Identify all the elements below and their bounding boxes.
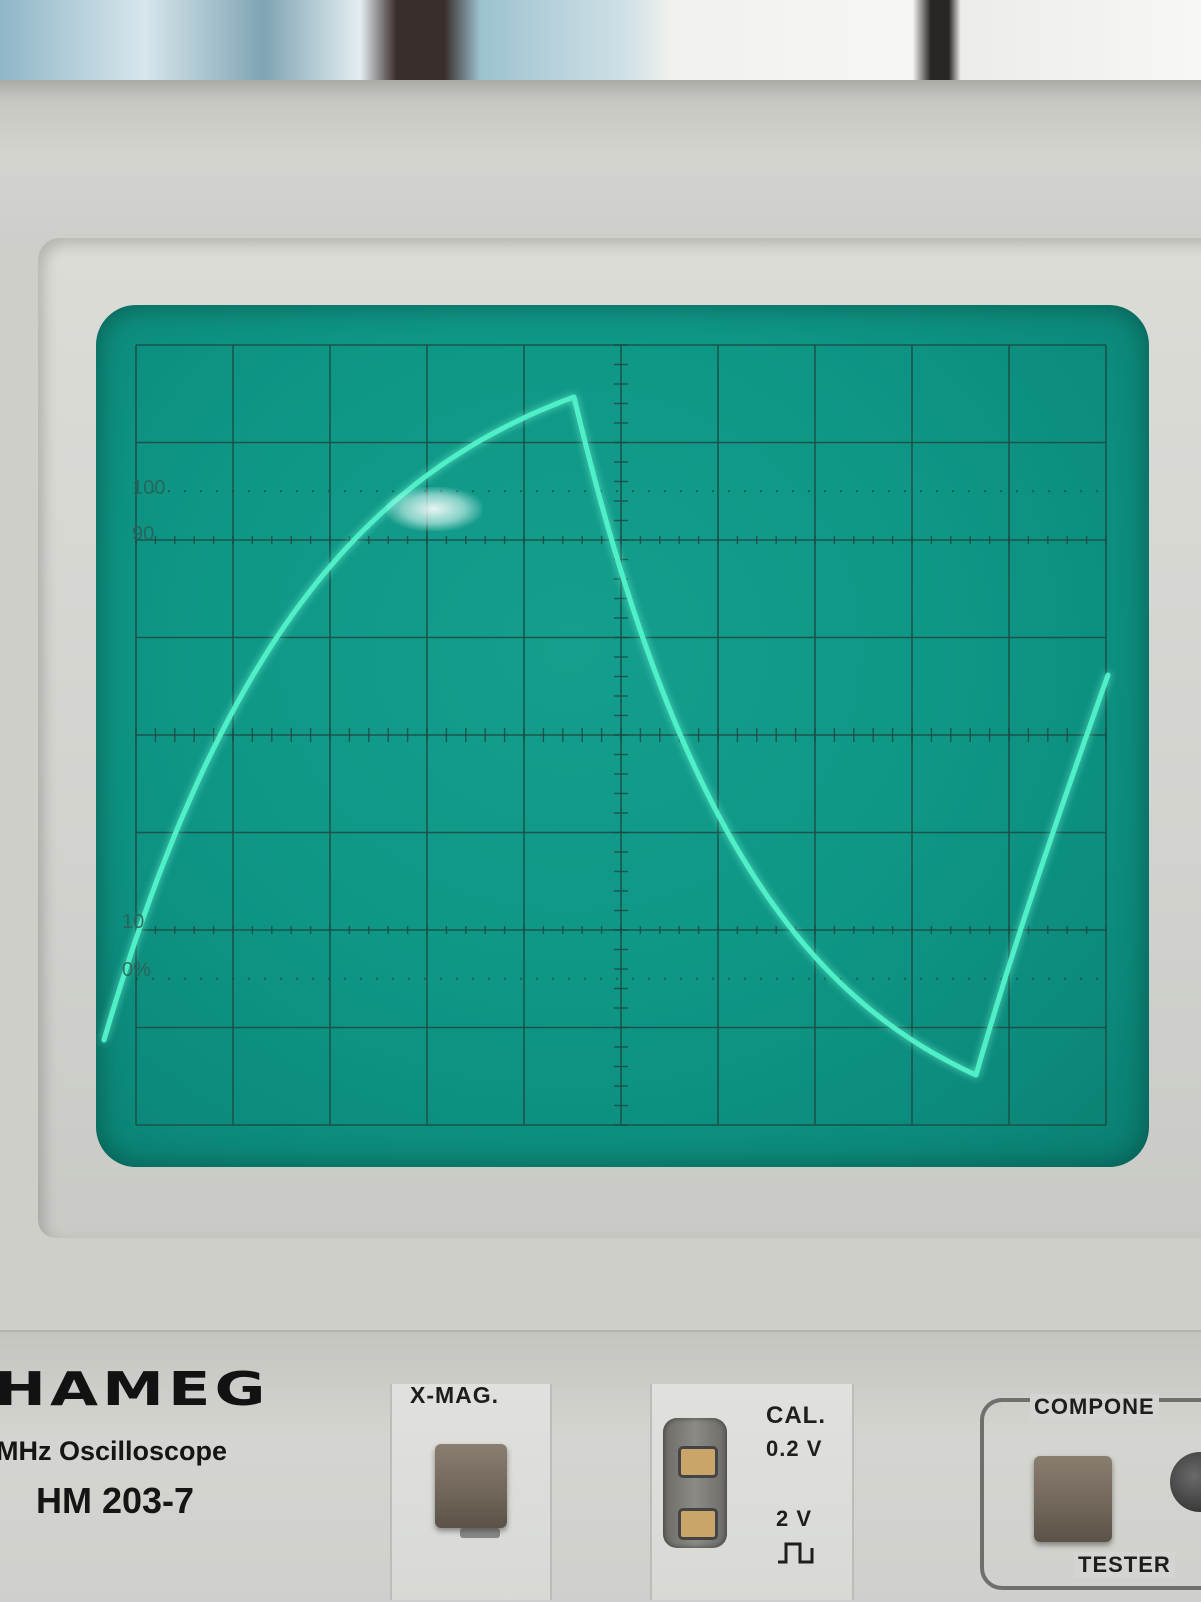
- signal-trace: [101, 394, 1111, 1078]
- xmag-label: X-MAG.: [410, 1382, 500, 1408]
- xmag-button[interactable]: [435, 1444, 507, 1528]
- cal-value-2v: 2 V: [776, 1506, 813, 1531]
- oscilloscope-housing-top: [0, 80, 1201, 250]
- xmag-bay: [390, 1384, 552, 1600]
- tester-label: TESTER: [1074, 1552, 1175, 1578]
- background-window: [0, 0, 1201, 95]
- crt-screen: 100 90 10 0%: [96, 305, 1149, 1167]
- component-tester-button[interactable]: [1034, 1456, 1112, 1542]
- model-number: HM 203-7: [36, 1480, 195, 1521]
- model-subtitle: MHz Oscilloscope: [0, 1436, 228, 1466]
- control-panel: [0, 1330, 1201, 1602]
- xmag-indicator: [460, 1528, 500, 1538]
- cal-label: CAL.: [766, 1402, 826, 1429]
- reflection-glare: [386, 487, 482, 531]
- graticule-label-10: 10: [122, 911, 145, 933]
- component-label: COMPONE: [1030, 1394, 1159, 1420]
- graticule-grid: [135, 344, 1107, 1126]
- cal-jack-2v[interactable]: [678, 1508, 718, 1540]
- cal-value-0-2v: 0.2 V: [766, 1436, 823, 1461]
- graticule-label-90: 90: [132, 523, 155, 545]
- square-wave-icon: [778, 1542, 814, 1564]
- oscilloscope-display: [101, 344, 1111, 1126]
- graticule-label-100: 100: [132, 477, 166, 499]
- brand-logo: HAMEG: [0, 1362, 270, 1416]
- cal-jack-0-2v[interactable]: [678, 1446, 718, 1478]
- graticule-label-0: 0%: [122, 959, 151, 981]
